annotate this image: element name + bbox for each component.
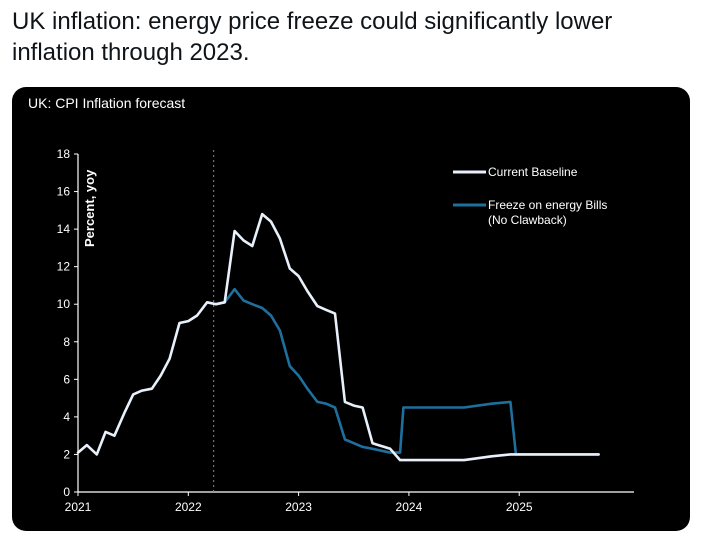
y-tick-label: 2 [63,447,70,461]
cpi-inflation-chart: UK: CPI Inflation forecast Percent, yoy … [28,95,634,514]
y-tick-label: 10 [57,297,71,311]
y-axis-label: Percent, yoy [82,169,97,247]
y-tick-label: 8 [63,335,70,349]
x-tick-label: 2021 [65,500,92,514]
y-tick-label: 18 [57,147,71,161]
legend-baseline-label: Current Baseline [488,165,578,179]
y-tick-label: 4 [63,410,70,424]
chart-title: UK: CPI Inflation forecast [28,95,185,111]
legend-freeze-label: Freeze on energy Bills [488,198,607,212]
y-tick-label: 16 [57,185,71,199]
baseline-series-line [76,212,600,462]
y-tick-label: 6 [63,372,70,386]
y-tick-label: 14 [57,222,71,236]
x-tick-label: 2022 [175,500,202,514]
x-tick-label: 2025 [506,500,533,514]
x-tick-label: 2024 [396,500,423,514]
x-tick-label: 2023 [285,500,312,514]
y-tick-label: 0 [63,485,70,499]
legend-freeze-label: (No Clawback) [488,213,567,227]
y-tick-label: 12 [57,260,71,274]
tweet-headline: UK inflation: energy price freeze could … [12,8,613,66]
freeze-series-line [214,287,600,456]
chart-card[interactable]: UK: CPI Inflation forecast Percent, yoy … [12,87,690,531]
